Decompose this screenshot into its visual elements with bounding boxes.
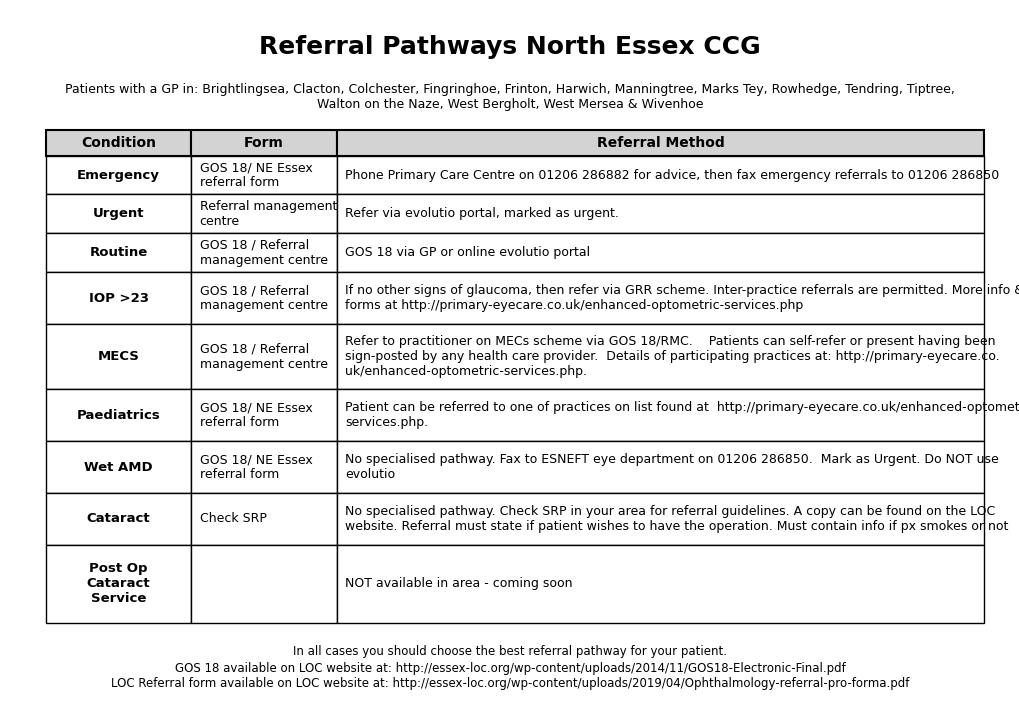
Text: Urgent: Urgent xyxy=(93,207,145,220)
Text: No specialised pathway. Fax to ESNEFT eye department on 01206 286850.  Mark as U: No specialised pathway. Fax to ESNEFT ey… xyxy=(344,453,998,481)
Text: GOS 18/ NE Essex
referral form: GOS 18/ NE Essex referral form xyxy=(200,161,312,189)
Text: Referral management
centre: Referral management centre xyxy=(200,200,336,228)
Text: If no other signs of glaucoma, then refer via GRR scheme. Inter-practice referra: If no other signs of glaucoma, then refe… xyxy=(344,284,1019,312)
Text: Phone Primary Care Centre on 01206 286882 for advice, then fax emergency referra: Phone Primary Care Centre on 01206 28688… xyxy=(344,168,999,181)
Text: MECS: MECS xyxy=(98,350,140,363)
Text: Patient can be referred to one of practices on list found at  http://primary-eye: Patient can be referred to one of practi… xyxy=(344,401,1019,429)
Text: No specialised pathway. Check SRP in your area for referral guidelines. A copy c: No specialised pathway. Check SRP in you… xyxy=(344,505,1008,533)
Text: NOT available in area - coming soon: NOT available in area - coming soon xyxy=(344,577,572,590)
Text: Walton on the Naze, West Bergholt, West Mersea & Wivenhoe: Walton on the Naze, West Bergholt, West … xyxy=(317,98,702,111)
Text: Form: Form xyxy=(244,135,283,150)
Text: Condition: Condition xyxy=(82,135,156,150)
Text: Referral Pathways North Essex CCG: Referral Pathways North Essex CCG xyxy=(259,35,760,59)
Text: Routine: Routine xyxy=(90,246,148,259)
Text: GOS 18 / Referral
management centre: GOS 18 / Referral management centre xyxy=(200,239,327,267)
Text: Refer to practitioner on MECs scheme via GOS 18/RMC.    Patients can self-refer : Refer to practitioner on MECs scheme via… xyxy=(344,336,999,378)
Text: GOS 18 / Referral
management centre: GOS 18 / Referral management centre xyxy=(200,343,327,371)
Text: IOP >23: IOP >23 xyxy=(89,292,149,305)
Text: In all cases you should choose the best referral pathway for your patient.: In all cases you should choose the best … xyxy=(292,645,727,658)
Text: Refer via evolutio portal, marked as urgent.: Refer via evolutio portal, marked as urg… xyxy=(344,207,619,220)
Text: GOS 18/ NE Essex
referral form: GOS 18/ NE Essex referral form xyxy=(200,401,312,429)
Text: Cataract: Cataract xyxy=(87,513,150,526)
Text: Emergency: Emergency xyxy=(77,168,160,181)
Text: GOS 18/ NE Essex
referral form: GOS 18/ NE Essex referral form xyxy=(200,453,312,481)
Text: Check SRP: Check SRP xyxy=(200,513,266,526)
Text: Referral Method: Referral Method xyxy=(596,135,723,150)
Text: LOC Referral form available on LOC website at: http://essex-loc.org/wp-content/u: LOC Referral form available on LOC websi… xyxy=(111,678,908,690)
Text: Paediatrics: Paediatrics xyxy=(76,409,160,422)
Text: GOS 18 via GP or online evolutio portal: GOS 18 via GP or online evolutio portal xyxy=(344,246,590,259)
Text: Post Op
Cataract
Service: Post Op Cataract Service xyxy=(87,562,150,606)
Text: GOS 18 / Referral
management centre: GOS 18 / Referral management centre xyxy=(200,284,327,312)
Text: Wet AMD: Wet AMD xyxy=(85,461,153,474)
Text: GOS 18 available on LOC website at: http://essex-loc.org/wp-content/uploads/2014: GOS 18 available on LOC website at: http… xyxy=(174,662,845,675)
Text: Patients with a GP in: Brightlingsea, Clacton, Colchester, Fingringhoe, Frinton,: Patients with a GP in: Brightlingsea, Cl… xyxy=(65,84,954,96)
